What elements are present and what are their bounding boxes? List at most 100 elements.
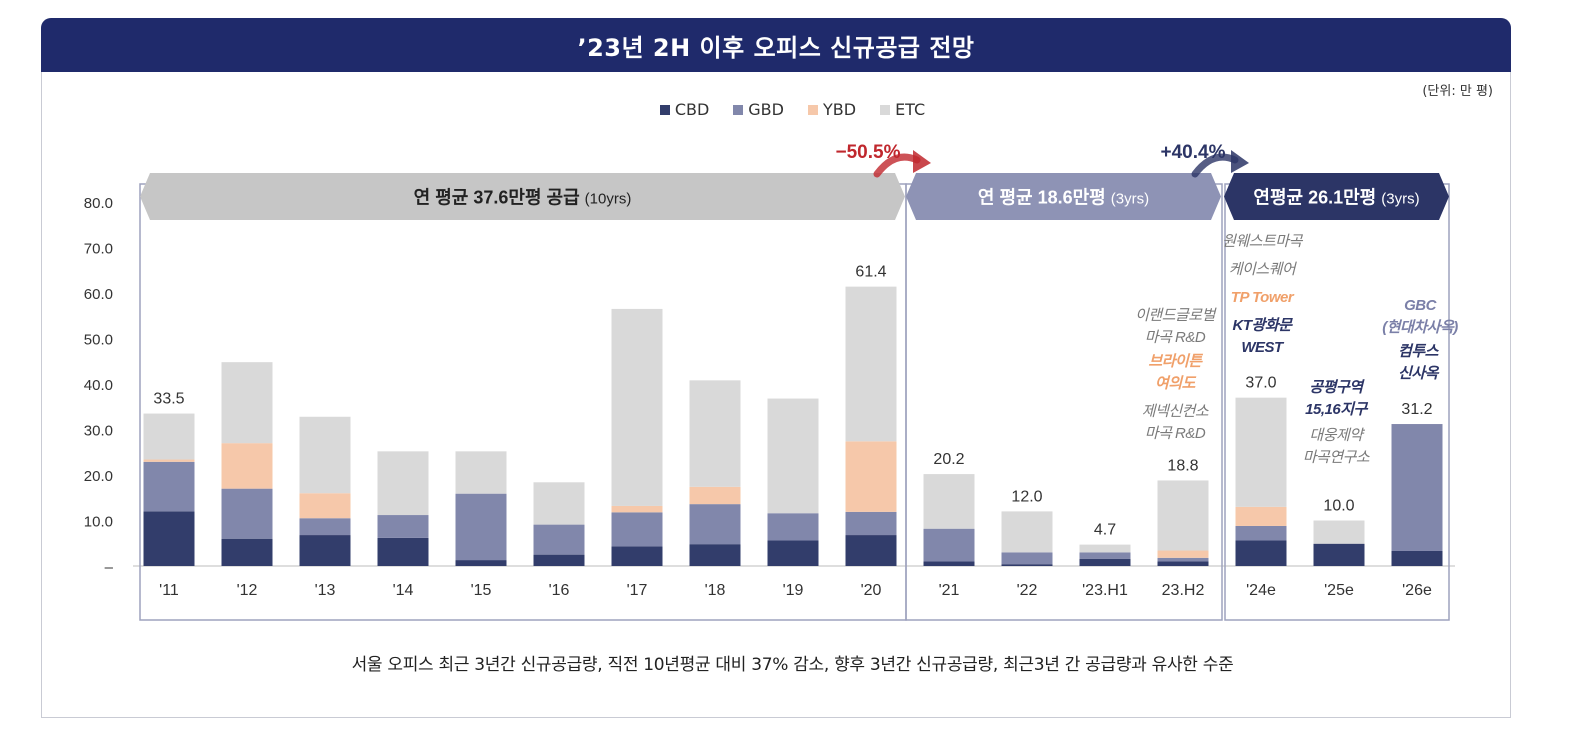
bar-segment-cbd — [767, 540, 819, 566]
legend-swatch-cbd — [659, 104, 670, 115]
bar-segment-ybd — [221, 443, 273, 489]
x-tick-label: '23.H1 — [1082, 582, 1128, 599]
project-annotation: 컴투스 — [1398, 343, 1440, 360]
y-tick-label: 20.0 — [84, 468, 113, 485]
bar-segment-etc — [1313, 520, 1365, 544]
bar-segment-cbd — [377, 537, 429, 566]
bar-segment-cbd — [923, 561, 975, 566]
project-annotation: (현대차사옥) — [1382, 319, 1458, 336]
legend-label-cbd: CBD — [674, 100, 710, 119]
bar-segment-etc — [1079, 544, 1131, 553]
bar-segment-etc — [221, 362, 273, 444]
x-tick-label: '18 — [705, 582, 726, 599]
x-tick-label: '24e — [1246, 582, 1276, 599]
x-tick-label: '11 — [159, 582, 179, 599]
bar-segment-ybd — [689, 486, 741, 505]
bar-segment-etc — [377, 451, 429, 516]
y-tick-label: 10.0 — [84, 514, 113, 531]
bar-segment-gbd — [377, 515, 429, 538]
x-tick-label: '16 — [549, 582, 570, 599]
bar-total-label: 18.8 — [1167, 457, 1198, 474]
period-sub-text: (10yrs) — [585, 191, 632, 208]
bar-segment-gbd — [1001, 552, 1053, 565]
period-sub-text: (3yrs) — [1381, 191, 1419, 208]
legend-item-gbd: GBD — [733, 100, 784, 119]
project-annotation: 마곡 R&D — [1145, 329, 1206, 346]
x-tick-label: '17 — [627, 582, 648, 599]
period-label-3: 연평균 26.1만평 (3yrs) — [1253, 188, 1419, 208]
project-annotation: 대웅제약 — [1309, 427, 1365, 444]
project-annotation: 마곡연구소 — [1303, 449, 1370, 466]
legend-swatch-ybd — [807, 104, 818, 115]
bar-segment-cbd — [143, 511, 195, 566]
project-annotation: TP Tower — [1231, 289, 1295, 306]
bar-segment-etc — [845, 286, 897, 442]
project-annotation: 원웨스트마곡 — [1222, 233, 1304, 250]
project-annotation: 제넥신컨소 — [1142, 403, 1209, 420]
legend-label-gbd: GBD — [748, 100, 784, 119]
bar-total-label: 61.4 — [855, 264, 886, 281]
bar-segment-cbd — [1391, 550, 1443, 566]
bar-segment-ybd — [143, 459, 195, 462]
legend-item-etc: ETC — [880, 100, 925, 119]
period-main-text: 연 평균 18.6만평 — [978, 188, 1111, 208]
bar-total-label: 4.7 — [1094, 522, 1116, 539]
bar-segment-gbd — [923, 528, 975, 562]
period-banner-3 — [1224, 173, 1449, 220]
change-label-1: −50.5% — [836, 142, 901, 163]
period-main-text: 연평균 26.1만평 — [1253, 188, 1381, 208]
project-annotation: 공평구역 — [1309, 379, 1365, 396]
x-tick-label: '14 — [393, 582, 414, 599]
bar-segment-gbd — [611, 512, 663, 547]
bar-segment-cbd — [299, 535, 351, 566]
bar-segment-gbd — [533, 524, 585, 555]
bar-segment-gbd — [1079, 552, 1131, 559]
project-annotation: 이랜드글로벌 — [1135, 307, 1217, 324]
bar-segment-cbd — [1079, 558, 1131, 566]
bar-total-label: 37.0 — [1245, 375, 1276, 392]
bar-segment-cbd — [689, 544, 741, 566]
bar-segment-gbd — [845, 511, 897, 536]
legend-item-cbd: CBD — [659, 100, 710, 119]
project-annotation: 케이스퀘어 — [1229, 261, 1298, 278]
bar-segment-etc — [533, 482, 585, 525]
project-annotation: WEST — [1241, 339, 1285, 356]
bar-segment-gbd — [1391, 424, 1443, 551]
y-tick-label: 80.0 — [84, 195, 113, 212]
legend: CBD GBD YBD ETC — [0, 100, 1585, 119]
x-tick-label: '22 — [1017, 582, 1038, 599]
bar-total-label: 31.2 — [1401, 401, 1432, 418]
project-annotation: 여의도 — [1155, 375, 1197, 392]
x-tick-label: '12 — [237, 582, 258, 599]
period-label-1: 연 평균 37.6만평 공급 (10yrs) — [414, 188, 632, 208]
project-annotation: KT광화문 — [1233, 317, 1294, 334]
bar-total-label: 20.2 — [933, 451, 964, 468]
bar-segment-ybd — [845, 441, 897, 512]
bar-segment-cbd — [611, 546, 663, 566]
bar-segment-ybd — [1235, 506, 1287, 526]
bar-segment-cbd — [533, 554, 585, 566]
period-main-text: 연 평균 37.6만평 공급 — [414, 188, 585, 208]
period-banner-1 — [140, 173, 905, 220]
legend-label-etc: ETC — [895, 100, 926, 119]
bar-segment-gbd — [299, 518, 351, 536]
bar-segment-cbd — [1157, 561, 1209, 566]
legend-swatch-gbd — [733, 104, 744, 115]
x-tick-label: '19 — [783, 582, 804, 599]
bar-segment-etc — [455, 451, 507, 494]
chart-frame — [41, 18, 1511, 718]
bar-segment-etc — [1235, 397, 1287, 507]
bar-total-label: 10.0 — [1323, 498, 1354, 515]
footer-note: 서울 오피스 최근 3년간 신규공급량, 직전 10년평균 대비 37% 감소,… — [351, 655, 1234, 675]
bar-segment-cbd — [1235, 540, 1287, 566]
bar-segment-gbd — [767, 513, 819, 541]
bar-segment-ybd — [299, 493, 351, 519]
bar-segment-etc — [923, 474, 975, 529]
legend-swatch-etc — [880, 104, 891, 115]
period-banner-2 — [906, 173, 1221, 220]
bar-segment-gbd — [455, 493, 507, 561]
bar-segment-ybd — [1157, 550, 1209, 558]
change-arrow-head-2 — [1231, 150, 1249, 173]
y-tick-label: 70.0 — [84, 241, 113, 258]
